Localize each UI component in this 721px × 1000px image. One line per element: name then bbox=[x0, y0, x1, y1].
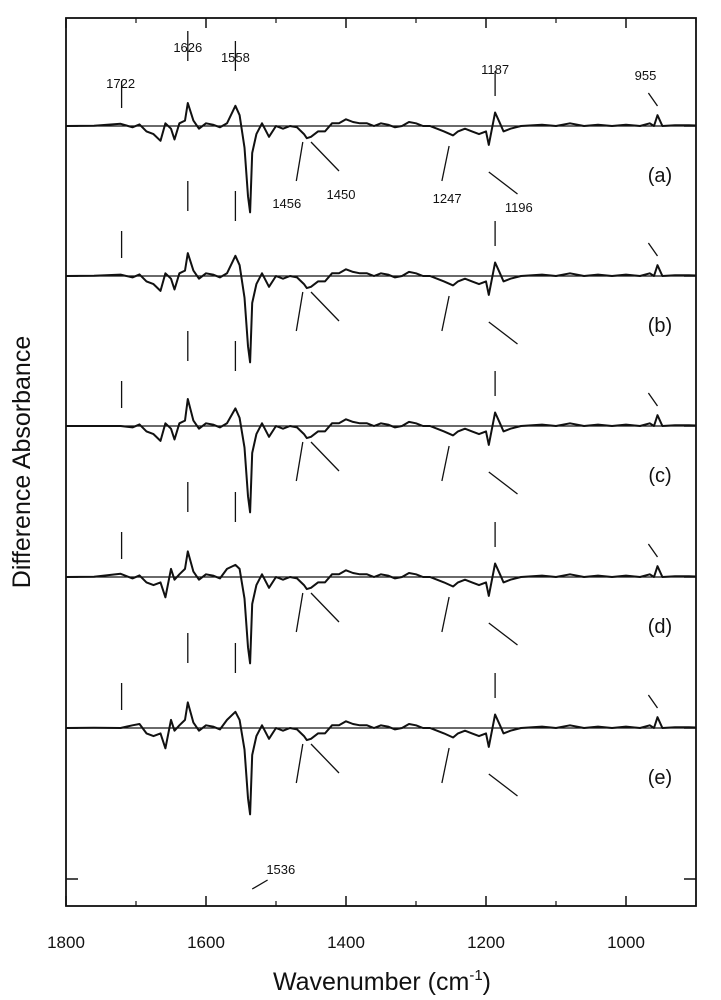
peak-annotations: 1722 1626 1558 1187 955 1456 1450 1247 1196 1536 bbox=[106, 40, 657, 890]
series-line bbox=[65, 701, 697, 816]
peak-marker bbox=[295, 743, 304, 784]
peak-label-1536: 1536 bbox=[266, 862, 295, 877]
peak-marker bbox=[647, 694, 659, 709]
peak-marker bbox=[488, 171, 518, 195]
peak-label-1722: 1722 bbox=[106, 76, 135, 91]
peak-marker bbox=[295, 141, 304, 182]
peak-marker bbox=[488, 773, 518, 797]
baselines bbox=[66, 125, 696, 729]
peak-label-1450: 1450 bbox=[327, 187, 356, 202]
peak-marker bbox=[647, 92, 659, 107]
peak-marker bbox=[310, 291, 340, 322]
x-tick-label: 1000 bbox=[607, 933, 645, 952]
series-label: (b) bbox=[648, 315, 672, 337]
peak-marker bbox=[441, 747, 450, 784]
series-labels: (a) (b) (c) (d) (e) bbox=[648, 165, 672, 789]
series-label: (a) bbox=[648, 165, 672, 187]
peak-leader-1536 bbox=[251, 879, 268, 890]
peak-marker bbox=[441, 596, 450, 633]
peak-marker bbox=[488, 321, 518, 345]
peak-marker bbox=[441, 445, 450, 482]
peak-marker bbox=[647, 392, 659, 407]
series-label: (d) bbox=[648, 616, 672, 638]
x-tick-label: 1400 bbox=[327, 933, 365, 952]
plot-frame bbox=[65, 17, 697, 907]
peak-marker bbox=[310, 743, 340, 774]
peak-marker bbox=[295, 291, 304, 332]
x-tick-label: 1800 bbox=[47, 933, 85, 952]
peak-marker bbox=[647, 543, 659, 558]
series-line bbox=[65, 550, 697, 665]
axis-ticks bbox=[65, 18, 697, 906]
peak-marker bbox=[310, 441, 340, 472]
peak-marker bbox=[441, 295, 450, 332]
peak-label-955: 955 bbox=[635, 68, 657, 83]
peak-label-1247: 1247 bbox=[433, 191, 462, 206]
series-line bbox=[66, 398, 697, 514]
x-axis-label: Wavenumber (cm-1) bbox=[273, 967, 491, 996]
peak-marker bbox=[441, 145, 450, 182]
peak-label-1196: 1196 bbox=[505, 200, 533, 215]
peak-label-1456: 1456 bbox=[272, 196, 301, 211]
peak-marker bbox=[488, 622, 518, 646]
peak-marker bbox=[310, 141, 340, 172]
peak-markers bbox=[120, 31, 659, 797]
series-label: (e) bbox=[648, 767, 672, 789]
series-line bbox=[65, 252, 697, 364]
peak-label-1187: 1187 bbox=[481, 62, 509, 77]
peak-marker bbox=[295, 592, 304, 633]
series-lines bbox=[65, 102, 697, 816]
peak-marker bbox=[488, 471, 518, 495]
series-line bbox=[65, 102, 697, 214]
peak-marker bbox=[310, 592, 340, 623]
peak-label-1626: 1626 bbox=[173, 40, 202, 55]
peak-marker bbox=[295, 441, 304, 482]
x-tick-label: 1600 bbox=[187, 933, 225, 952]
peak-label-1558: 1558 bbox=[221, 50, 250, 65]
y-axis-label: Difference Absorbance bbox=[8, 336, 36, 588]
x-tick-label: 1200 bbox=[467, 933, 505, 952]
x-tick-labels: 1800 1600 1400 1200 1000 bbox=[47, 933, 645, 952]
series-label: (c) bbox=[648, 465, 671, 487]
peak-marker bbox=[647, 242, 659, 257]
